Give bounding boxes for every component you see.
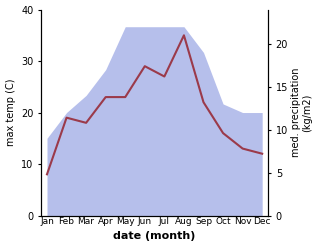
Y-axis label: med. precipitation
(kg/m2): med. precipitation (kg/m2) [291,68,313,157]
Y-axis label: max temp (C): max temp (C) [5,79,16,146]
X-axis label: date (month): date (month) [114,231,196,242]
